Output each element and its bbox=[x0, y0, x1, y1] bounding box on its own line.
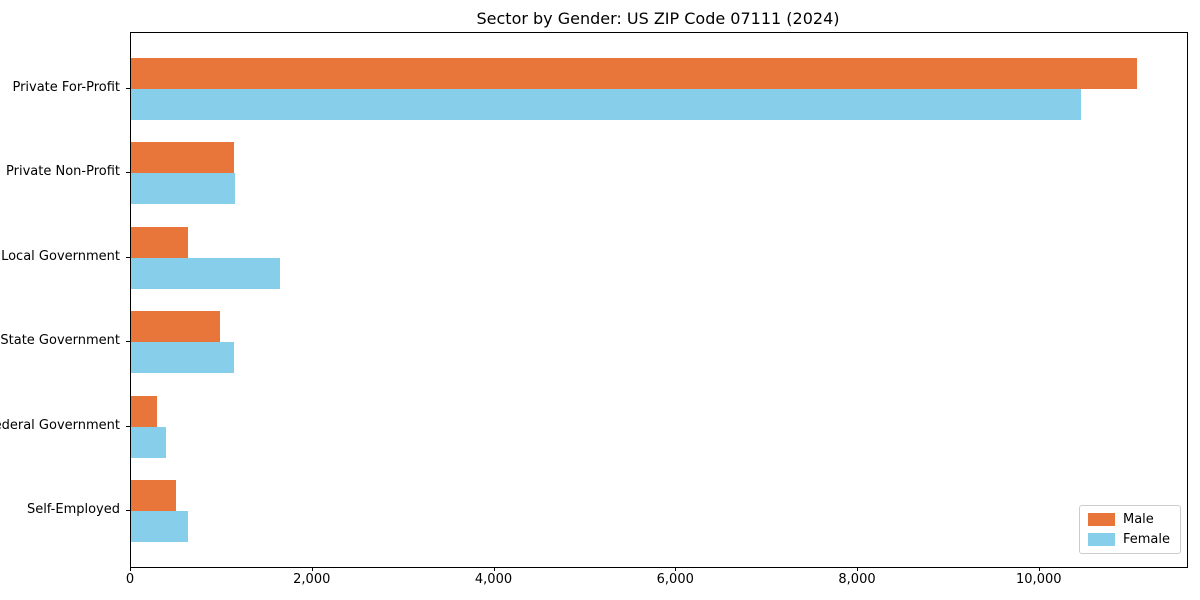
bar-female-private-non-profit bbox=[131, 173, 235, 205]
y-tick-mark bbox=[126, 88, 130, 89]
bar-male-local-government bbox=[131, 226, 189, 258]
bar-male-self-employed bbox=[131, 480, 176, 511]
legend-swatch-female bbox=[1087, 533, 1115, 546]
legend-item-female: Female bbox=[1087, 532, 1170, 547]
legend-swatch-male bbox=[1087, 513, 1115, 526]
y-tick-mark bbox=[126, 172, 130, 174]
x-tick-mark bbox=[311, 567, 313, 571]
y-tick-mark bbox=[126, 256, 130, 258]
plot-area: Male Female bbox=[130, 32, 1188, 568]
x-tick-label-8000: 8,000 bbox=[838, 572, 876, 587]
bar-female-private-for-profit bbox=[131, 89, 1081, 120]
y-tick-label-state-government: State Government bbox=[0, 333, 120, 349]
y-tick-label-local-government: Local Government bbox=[1, 248, 120, 264]
bar-female-local-government bbox=[131, 257, 281, 289]
legend-item-male: Male bbox=[1087, 512, 1170, 527]
bar-male-state-government bbox=[131, 311, 221, 343]
y-tick-mark bbox=[126, 425, 130, 427]
x-tick-mark bbox=[493, 567, 495, 571]
bar-female-federal-government bbox=[131, 426, 166, 458]
bar-male-federal-government bbox=[131, 395, 158, 427]
x-tick-label-0: 0 bbox=[125, 572, 135, 587]
bar-male-private-for-profit bbox=[131, 58, 1138, 89]
chart-title: Sector by Gender: US ZIP Code 07111 (202… bbox=[476, 9, 840, 28]
bar-male-private-non-profit bbox=[131, 142, 234, 174]
y-tick-label-federal-government: Federal Government bbox=[0, 417, 120, 433]
x-tick-label-6000: 6,000 bbox=[656, 572, 694, 587]
x-tick-mark bbox=[1038, 567, 1040, 571]
y-tick-mark bbox=[126, 341, 130, 343]
bar-female-self-employed bbox=[131, 511, 189, 542]
y-tick-label-self-employed: Self-Employed bbox=[26, 502, 120, 517]
legend-label-male: Male bbox=[1122, 512, 1154, 527]
x-tick-label-10000: 10,000 bbox=[1016, 572, 1062, 587]
y-tick-mark bbox=[126, 510, 130, 511]
x-tick-label-4000: 4,000 bbox=[474, 572, 513, 587]
y-tick-label-private-for-profit: Private For-Profit bbox=[12, 80, 120, 95]
x-tick-label-2000: 2,000 bbox=[293, 572, 331, 587]
y-tick-label-private-non-profit: Private Non-Profit bbox=[6, 164, 120, 180]
x-tick-mark bbox=[857, 567, 859, 571]
legend-label-female: Female bbox=[1122, 532, 1170, 547]
x-tick-mark bbox=[130, 567, 131, 571]
x-tick-mark bbox=[675, 567, 677, 571]
bar-female-state-government bbox=[131, 342, 234, 374]
legend: Male Female bbox=[1078, 505, 1181, 554]
